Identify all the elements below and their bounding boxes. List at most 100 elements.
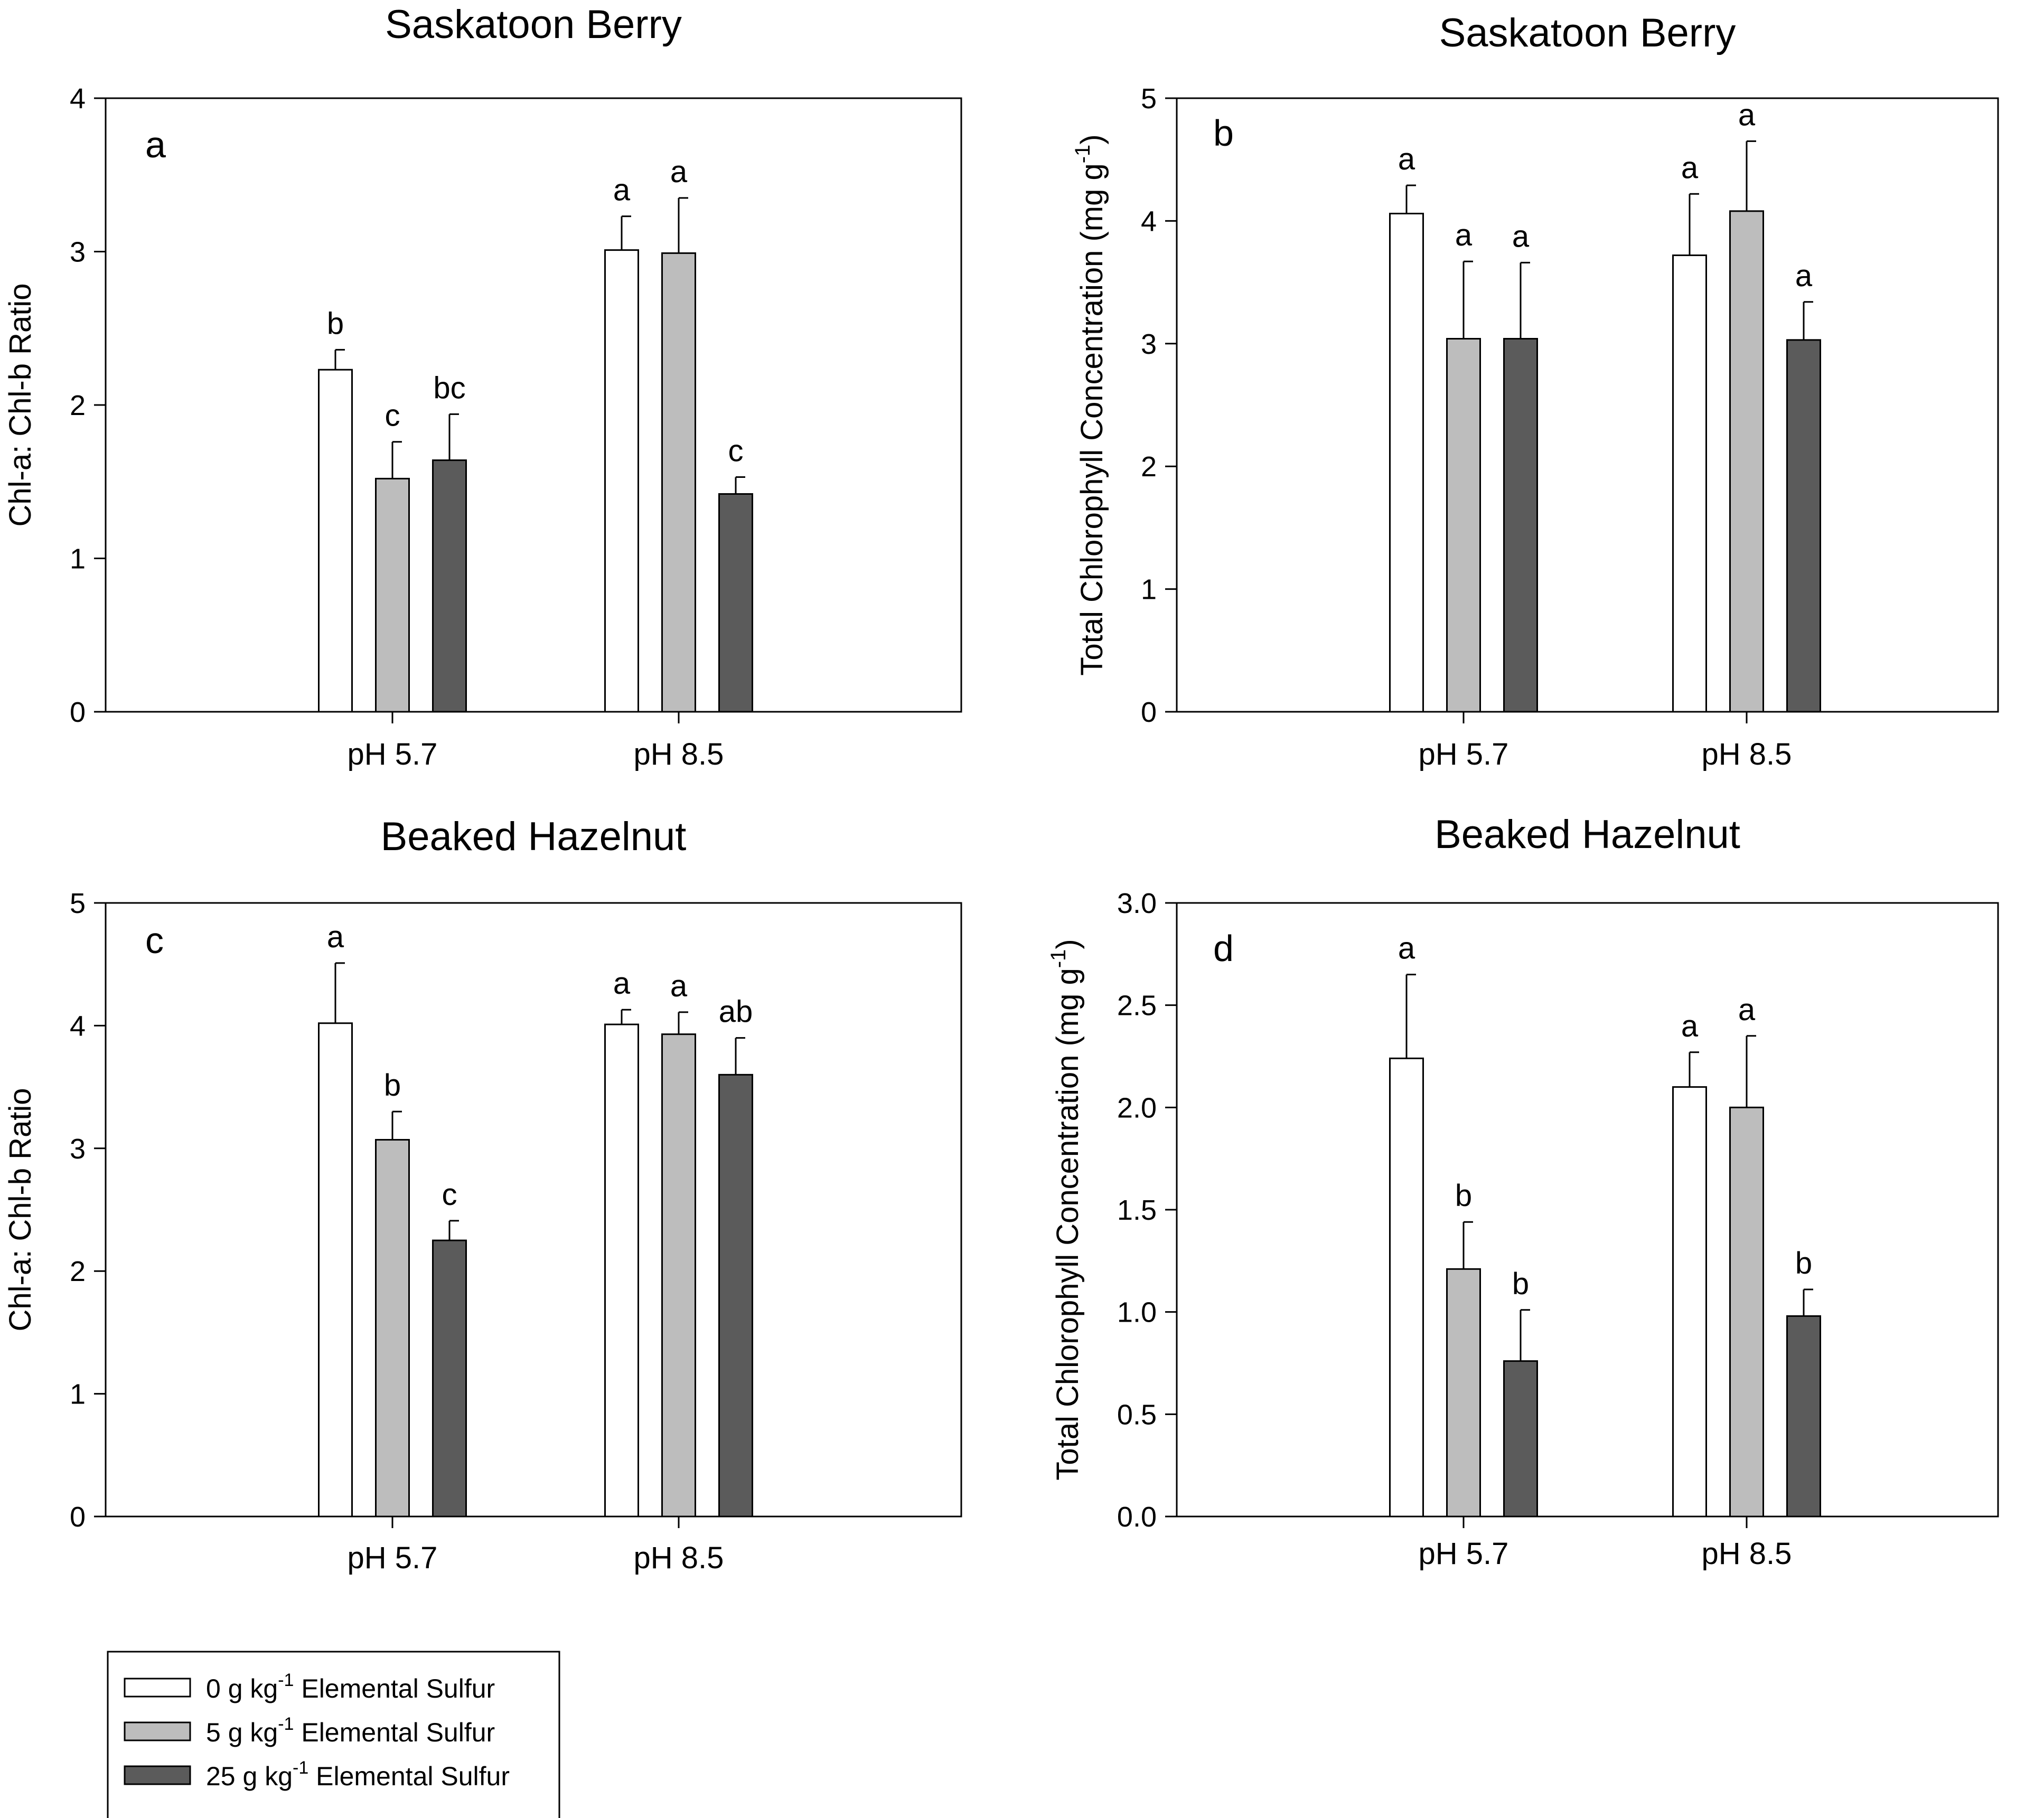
y-tick-label: 0.5 (1117, 1399, 1157, 1430)
bar (1672, 254, 1707, 713)
significance-letter: a (1795, 259, 1813, 293)
y-tick-label: 1.0 (1117, 1297, 1157, 1329)
legend-swatch (124, 1678, 191, 1698)
y-tick-label: 1 (70, 1379, 86, 1410)
bar (318, 369, 353, 713)
y-tick-label: 0 (1141, 696, 1157, 728)
significance-letter: a (1512, 219, 1530, 253)
panel-letter: b (1213, 112, 1234, 154)
panel-letter: d (1213, 928, 1234, 969)
significance-letter: c (385, 399, 400, 433)
y-tick-label: 0 (70, 1501, 86, 1533)
significance-letter: a (613, 966, 631, 1001)
plot-frame (105, 902, 962, 1518)
y-axis-label-text: Total Chlorophyll Concentration (mg g (1051, 968, 1085, 1480)
y-axis-label: Total Chlorophyll Concentration (mg g-1) (1071, 134, 1109, 675)
significance-letter: a (613, 173, 631, 208)
significance-letter: a (327, 920, 344, 954)
bar (1786, 1315, 1821, 1518)
y-axis-label-exponent: -1 (1071, 145, 1094, 164)
bar (1503, 1360, 1538, 1518)
y-tick-label: 1 (70, 543, 86, 575)
significance-letter: a (1738, 993, 1756, 1027)
bar (318, 1022, 353, 1518)
y-tick-label: 2 (70, 390, 86, 421)
significance-letter: a (670, 155, 688, 189)
y-tick-label: 0 (70, 696, 86, 728)
significance-letter: a (670, 969, 688, 1003)
bar (604, 249, 639, 713)
y-axis-label-text: Chl-a: Chl-b Ratio (3, 1088, 37, 1332)
y-tick-label: 2.0 (1117, 1092, 1157, 1124)
significance-letter: b (1795, 1246, 1812, 1280)
x-tick-label: pH 8.5 (634, 737, 724, 771)
bar (1503, 338, 1538, 713)
panel-a: Saskatoon Berry 0 1 2 3 4 Chl-a: Chl-b Ratio a p… (3, 2, 962, 771)
y-axis-label: Chl-a: Chl-b Ratio (3, 284, 37, 527)
y-tick-label: 3 (70, 237, 86, 268)
y-axis-label: Total Chlorophyll Concentration (mg g-1) (1047, 939, 1085, 1480)
y-axis-label-text: Chl-a: Chl-b Ratio (3, 284, 37, 527)
y-axis-label-exponent: -1 (1047, 949, 1070, 968)
bar (1786, 339, 1821, 713)
bar (1446, 338, 1481, 713)
legend-label-suffix: Elemental Sulfur (294, 1674, 495, 1703)
bar (1729, 210, 1764, 713)
bar (718, 1073, 753, 1518)
panel-d: Beaked Hazelnut 0.0 0.5 1.0 1.5 2.0 2.5 3.0 Tota… (1047, 812, 1999, 1571)
legend-label-suffix: Elemental Sulfur (294, 1718, 495, 1747)
bar (1389, 212, 1424, 713)
legend-swatch (124, 1765, 191, 1785)
legend-label-exponent: -1 (278, 1670, 294, 1690)
y-tick-label: 3.0 (1117, 888, 1157, 919)
x-tick-label: pH 8.5 (1702, 1537, 1792, 1571)
y-tick-label: 1 (1141, 574, 1157, 606)
legend-label-suffix: Elemental Sulfur (308, 1762, 510, 1791)
x-tick-label: pH 8.5 (1702, 737, 1792, 771)
significance-letter: a (1681, 1009, 1699, 1043)
y-tick-label: 2.5 (1117, 990, 1157, 1022)
plot-frame (1176, 97, 1999, 713)
chart-title: Beaked Hazelnut (381, 814, 687, 859)
bar (375, 1139, 410, 1518)
bar (1389, 1057, 1424, 1518)
significance-letter: a (1738, 98, 1756, 132)
bar (432, 459, 467, 713)
y-tick-label: 2 (70, 1256, 86, 1287)
legend-label: 25 g kg-1 Elemental Sulfur (206, 1758, 510, 1791)
bar (1729, 1106, 1764, 1518)
significance-letter: a (1681, 150, 1699, 185)
significance-letter: b (384, 1068, 401, 1103)
significance-letter: c (442, 1178, 457, 1212)
y-tick-label: 1.5 (1117, 1194, 1157, 1226)
y-tick-label: 2 (1141, 451, 1157, 483)
x-tick-label: pH 5.7 (1419, 737, 1509, 771)
plot-frame (1176, 902, 1999, 1518)
x-tick-label: pH 5.7 (348, 1541, 438, 1575)
bar (604, 1023, 639, 1518)
panel-letter: a (145, 124, 166, 165)
significance-letter: c (728, 434, 744, 468)
chart-title: Saskatoon Berry (385, 2, 682, 47)
y-tick-label: 3 (1141, 328, 1157, 360)
significance-letter: b (327, 306, 344, 341)
significance-letter: a (1455, 218, 1473, 252)
bar (1672, 1086, 1707, 1518)
x-tick-label: pH 5.7 (1419, 1537, 1509, 1571)
panel-c: Beaked Hazelnut 0 1 2 3 4 5 Chl-a: Chl-b Ratio c… (3, 814, 962, 1575)
significance-letter: a (1398, 142, 1415, 176)
bar (375, 477, 410, 713)
x-tick-label: pH 8.5 (634, 1541, 724, 1575)
y-axis-label: Chl-a: Chl-b Ratio (3, 1088, 37, 1332)
significance-letter: ab (719, 995, 753, 1029)
y-tick-label: 4 (1141, 205, 1157, 237)
legend-label: 0 g kg-1 Elemental Sulfur (206, 1670, 495, 1703)
bar (432, 1239, 467, 1518)
legend-label-exponent: -1 (293, 1758, 308, 1778)
y-axis-label-close: ) (1075, 134, 1109, 144)
significance-letter: a (1398, 931, 1415, 966)
y-axis-label-close: ) (1051, 939, 1085, 949)
legend-swatch (124, 1721, 191, 1741)
